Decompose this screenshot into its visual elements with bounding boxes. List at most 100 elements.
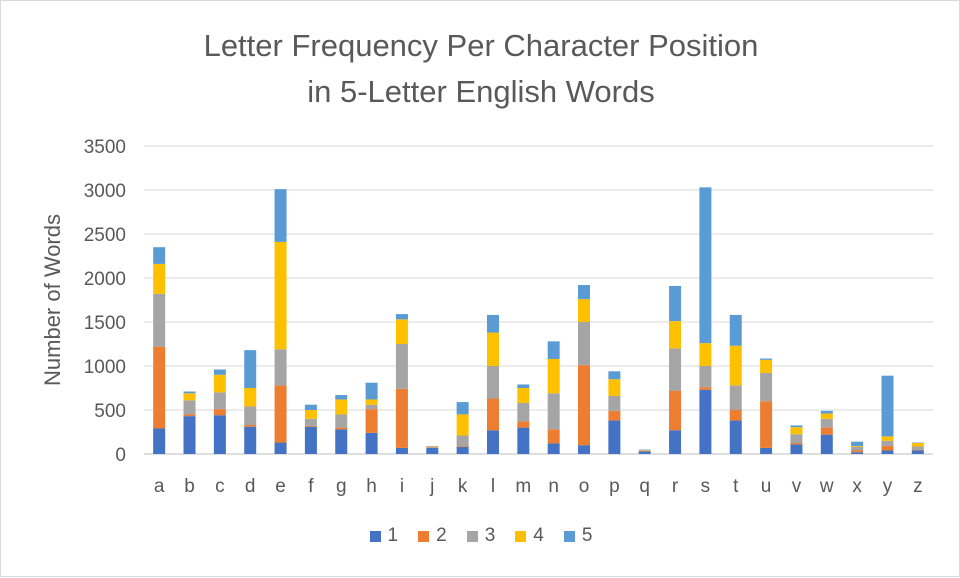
bar-f-position-3	[305, 419, 317, 426]
bar-c-position-1	[214, 415, 226, 454]
legend-item-4: 4	[515, 525, 544, 547]
bar-s-position-5	[699, 187, 711, 343]
bar-a-position-4	[153, 264, 165, 294]
bar-y-position-1	[881, 450, 893, 454]
bar-o-position-1	[578, 445, 590, 454]
bar-l-position-4	[487, 333, 499, 366]
bar-r-position-2	[669, 391, 681, 431]
legend-item-1: 1	[370, 525, 399, 547]
bar-n-position-5	[548, 341, 560, 359]
x-tick-label: q	[639, 476, 650, 497]
bar-i-position-4	[396, 319, 408, 344]
bar-b-position-4	[184, 393, 196, 400]
bar-v-position-2	[790, 443, 802, 444]
y-tick-label: 500	[94, 401, 126, 422]
bar-u-position-4	[760, 360, 772, 373]
bar-k-position-5	[457, 402, 469, 414]
bar-l-position-3	[487, 366, 499, 399]
bar-f-position-4	[305, 410, 317, 419]
bar-r-position-5	[669, 286, 681, 321]
bar-k-position-2	[457, 446, 469, 447]
bar-v-position-3	[790, 434, 802, 443]
bar-s-position-1	[699, 390, 711, 454]
bar-d-position-3	[244, 406, 256, 424]
bar-d-position-2	[244, 425, 256, 427]
x-tick-label: b	[184, 476, 195, 497]
legend-item-2: 2	[418, 525, 447, 547]
y-tick-label: 1000	[84, 357, 126, 378]
bar-r-position-3	[669, 348, 681, 390]
bar-i-position-1	[396, 448, 408, 454]
bar-p-position-1	[608, 421, 620, 454]
x-tick-label: i	[400, 476, 404, 497]
bar-f-position-5	[305, 405, 317, 410]
legend-swatch	[564, 531, 575, 542]
x-tick-label: t	[733, 476, 739, 497]
bar-t-position-4	[730, 346, 742, 386]
bar-l-position-5	[487, 315, 499, 333]
bar-w-position-3	[821, 419, 833, 428]
bar-g-position-4	[335, 399, 347, 414]
x-tick-label: x	[852, 476, 862, 497]
y-tick-label: 1500	[84, 313, 126, 334]
bar-c-position-3	[214, 392, 226, 409]
bar-i-position-3	[396, 344, 408, 389]
bar-y-position-3	[881, 441, 893, 446]
legend-item-3: 3	[467, 525, 496, 547]
bar-c-position-4	[214, 375, 226, 393]
bar-m-position-2	[517, 421, 529, 427]
legend-swatch	[418, 531, 429, 542]
y-tick-label: 3000	[84, 181, 126, 202]
bar-h-position-4	[366, 399, 378, 404]
bar-r-position-1	[669, 430, 681, 454]
bar-u-position-5	[760, 359, 772, 360]
bar-g-position-3	[335, 414, 347, 427]
x-tick-label: r	[672, 476, 679, 497]
bar-x-position-1	[851, 452, 863, 454]
bar-s-position-3	[699, 366, 711, 387]
bar-w-position-2	[821, 428, 833, 435]
bar-f-position-1	[305, 427, 317, 454]
bar-j-position-1	[426, 448, 438, 454]
bar-y-position-5	[881, 376, 893, 437]
x-tick-label: l	[491, 476, 495, 497]
bar-a-position-5	[153, 247, 165, 264]
bar-t-position-1	[730, 421, 742, 454]
bar-d-position-5	[244, 350, 256, 388]
bar-g-position-2	[335, 428, 347, 430]
bar-a-position-3	[153, 294, 165, 347]
bar-v-position-4	[790, 427, 802, 434]
y-tick-label: 0	[115, 445, 126, 466]
bar-p-position-2	[608, 411, 620, 421]
bar-t-position-2	[730, 410, 742, 421]
bar-x-position-3	[851, 447, 863, 451]
x-tick-label: v	[792, 476, 802, 497]
x-tick-label: j	[429, 476, 434, 497]
bar-h-position-5	[366, 383, 378, 400]
x-tick-label: g	[336, 476, 347, 497]
bar-s-position-2	[699, 387, 711, 390]
bar-q-position-1	[639, 451, 651, 454]
x-tick-label: f	[308, 476, 314, 497]
bar-b-position-5	[184, 392, 196, 394]
x-tick-label: k	[458, 476, 468, 497]
x-tick-label: h	[366, 476, 377, 497]
bar-e-position-5	[275, 189, 287, 242]
bar-e-position-3	[275, 349, 287, 385]
bar-g-position-5	[335, 395, 347, 399]
bar-w-position-1	[821, 435, 833, 454]
bar-k-position-3	[457, 436, 469, 447]
bar-f-position-2	[305, 426, 317, 427]
bar-h-position-1	[366, 433, 378, 454]
legend-label: 3	[485, 525, 496, 547]
bar-w-position-4	[821, 414, 833, 419]
legend-swatch	[515, 531, 526, 542]
bar-x-position-2	[851, 450, 863, 452]
bar-y-position-2	[881, 446, 893, 450]
bar-d-position-4	[244, 388, 256, 406]
bar-u-position-1	[760, 448, 772, 454]
bar-e-position-4	[275, 242, 287, 349]
y-tick-label: 3500	[84, 137, 126, 158]
bar-u-position-3	[760, 373, 772, 401]
